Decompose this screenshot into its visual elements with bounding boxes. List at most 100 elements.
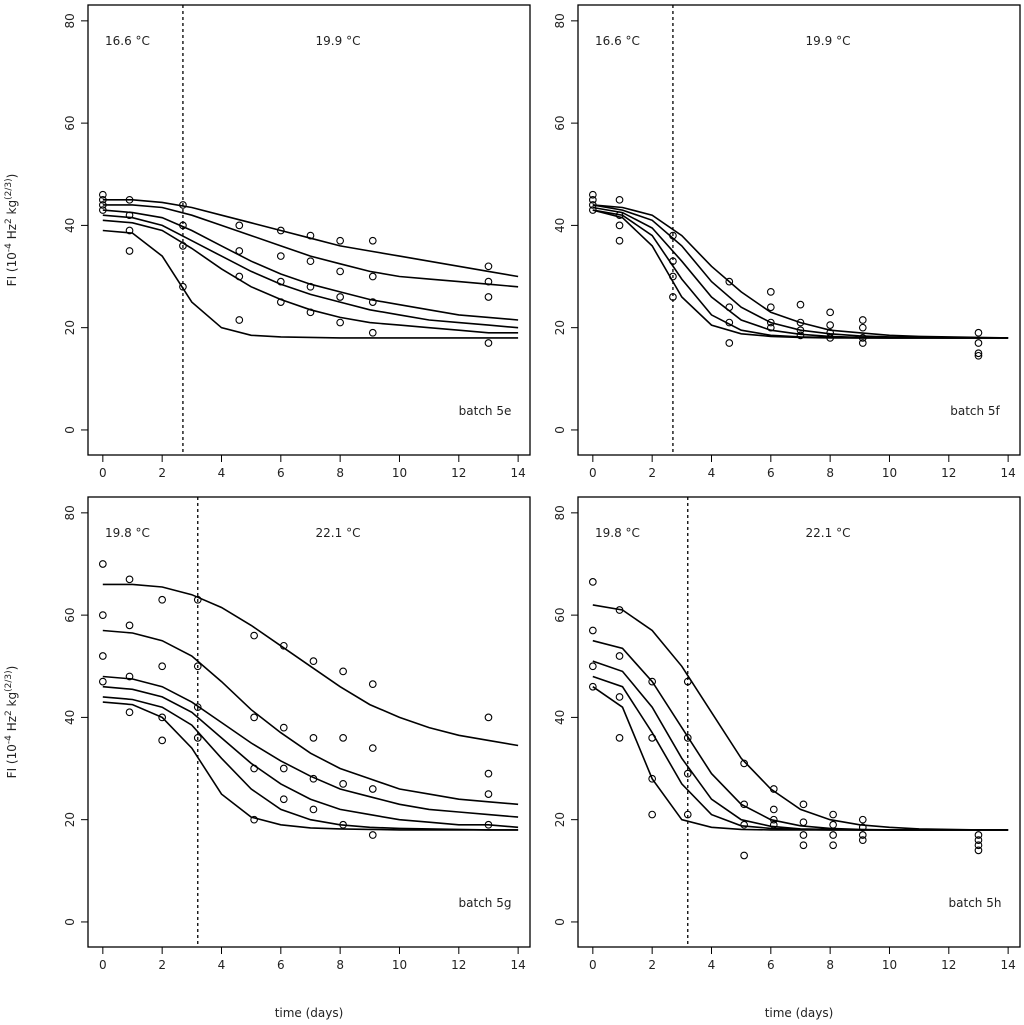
temperature-label: 19.9 °C <box>806 34 851 48</box>
observation <box>484 713 493 722</box>
fitted-curve <box>102 204 519 288</box>
observation <box>796 326 805 335</box>
observation <box>484 339 493 347</box>
observation <box>98 190 107 199</box>
fitted-curve <box>102 209 519 321</box>
y-axis-label-part: 2 <box>4 710 14 716</box>
y-axis-label-part: -4 <box>4 735 14 744</box>
observation <box>158 662 167 671</box>
observation <box>740 759 748 768</box>
x-tick-label: 12 <box>451 958 466 972</box>
y-axis-label-part: kg <box>5 692 19 710</box>
observation <box>725 339 734 347</box>
panel: 0 20 40 60 80 0 2 4 6 8 10 12 14 19.8 °C 22.1 °C batch … <box>553 496 1021 1020</box>
observation <box>235 221 244 230</box>
x-tick-label: 10 <box>392 958 407 972</box>
fitted-curve <box>592 686 1009 831</box>
observation <box>276 298 285 306</box>
x-tick-label: 4 <box>708 958 716 972</box>
observation <box>158 713 167 722</box>
y-tick-label: 20 <box>553 812 567 827</box>
fitted-curve <box>592 206 1009 339</box>
observation <box>669 231 677 240</box>
x-axis-label: time (days) <box>275 1006 344 1020</box>
y-axis-label-part: FI (10 <box>5 744 19 778</box>
observation <box>858 323 867 332</box>
observation <box>829 841 837 850</box>
observation <box>98 206 107 214</box>
x-tick-label: 6 <box>277 958 285 972</box>
x-tick-label: 8 <box>826 958 834 972</box>
observation <box>826 328 834 337</box>
observation <box>648 810 657 819</box>
observation <box>826 334 834 342</box>
observation <box>98 560 107 568</box>
observation <box>974 831 983 839</box>
observation <box>336 267 344 276</box>
observation <box>725 277 734 286</box>
observation <box>588 578 597 586</box>
observation <box>339 667 347 676</box>
observation <box>829 831 837 839</box>
observation <box>829 820 837 829</box>
observation <box>193 662 202 671</box>
observation <box>615 693 624 701</box>
batch-label: batch 5h <box>949 896 1002 910</box>
x-tick-label: 14 <box>510 466 525 480</box>
observation <box>648 774 657 783</box>
observation <box>829 810 837 819</box>
y-tick-label: 20 <box>553 320 567 335</box>
y-axis-label-part: (2/3) <box>4 178 14 200</box>
fitted-curve <box>592 204 1009 339</box>
observation <box>974 846 983 855</box>
y-axis-label: FI (10-4 Hz2 kg(2/3)) <box>4 666 19 779</box>
observation <box>125 575 134 584</box>
x-tick-label: 14 <box>1000 466 1015 480</box>
y-axis-label-part: FI (10 <box>5 252 19 286</box>
fitted-curve <box>102 675 519 818</box>
observation <box>125 247 134 255</box>
observation <box>368 744 377 752</box>
temperature-label: 19.8 °C <box>595 526 640 540</box>
observation <box>588 206 597 214</box>
observation <box>98 652 107 660</box>
observation <box>615 236 624 245</box>
observation <box>858 836 867 844</box>
x-tick-label: 14 <box>510 958 525 972</box>
y-tick-label: 80 <box>553 505 567 520</box>
y-tick-label: 60 <box>553 115 567 130</box>
observation <box>974 836 983 844</box>
observation <box>336 318 344 327</box>
observation <box>588 190 597 199</box>
y-tick-label: 40 <box>553 710 567 725</box>
observation <box>125 708 134 717</box>
observation <box>125 672 134 681</box>
observation <box>484 790 493 798</box>
y-tick-label: 0 <box>553 918 567 926</box>
observation <box>769 820 778 829</box>
observation <box>368 236 377 245</box>
y-tick-label: 60 <box>63 115 77 130</box>
fitted-curve <box>592 639 1009 831</box>
observation <box>309 805 318 814</box>
batch-label: batch 5f <box>950 404 1000 418</box>
observation <box>769 805 778 814</box>
y-tick-label: 20 <box>63 320 77 335</box>
observation <box>279 641 288 650</box>
observation <box>615 195 624 204</box>
observation <box>858 334 867 342</box>
observation <box>799 818 808 827</box>
plot-frame <box>577 4 1021 456</box>
y-tick-label: 20 <box>63 812 77 827</box>
y-tick-label: 80 <box>553 13 567 28</box>
fitted-curve <box>102 219 519 334</box>
y-tick-label: 40 <box>63 218 77 233</box>
observation <box>740 851 748 860</box>
observation <box>588 682 597 691</box>
observation <box>974 351 983 360</box>
observation <box>336 236 344 245</box>
observation <box>279 764 288 773</box>
batch-label: batch 5g <box>459 896 512 910</box>
observation <box>796 300 805 309</box>
